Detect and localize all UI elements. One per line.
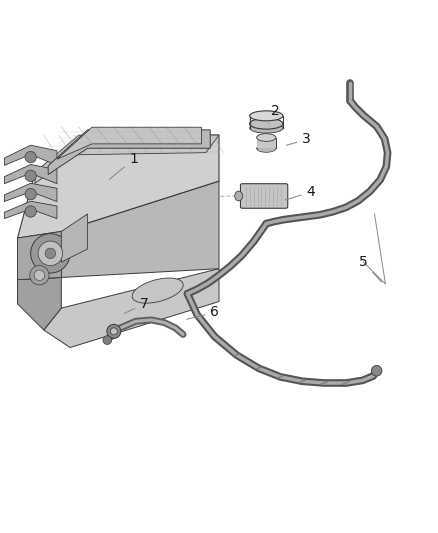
Text: 2: 2 bbox=[268, 104, 279, 124]
Circle shape bbox=[25, 188, 36, 200]
Ellipse shape bbox=[235, 191, 243, 201]
Ellipse shape bbox=[250, 118, 283, 129]
Text: 4: 4 bbox=[285, 185, 315, 200]
Ellipse shape bbox=[257, 134, 276, 141]
Circle shape bbox=[45, 248, 56, 259]
Polygon shape bbox=[61, 214, 88, 262]
Circle shape bbox=[25, 206, 36, 217]
Ellipse shape bbox=[250, 123, 283, 133]
FancyBboxPatch shape bbox=[257, 138, 276, 149]
Polygon shape bbox=[61, 181, 219, 278]
Polygon shape bbox=[35, 135, 219, 183]
Polygon shape bbox=[18, 231, 61, 280]
Text: 1: 1 bbox=[110, 152, 138, 179]
Polygon shape bbox=[4, 201, 57, 219]
Text: 5: 5 bbox=[359, 255, 381, 282]
Circle shape bbox=[38, 241, 63, 265]
Polygon shape bbox=[57, 127, 201, 159]
Circle shape bbox=[31, 233, 70, 273]
Ellipse shape bbox=[250, 111, 283, 121]
FancyBboxPatch shape bbox=[240, 184, 288, 208]
Text: 7: 7 bbox=[124, 297, 149, 313]
Circle shape bbox=[25, 170, 36, 182]
Circle shape bbox=[34, 270, 45, 280]
Ellipse shape bbox=[132, 278, 183, 303]
Text: 3: 3 bbox=[286, 133, 311, 147]
Circle shape bbox=[103, 336, 112, 344]
Polygon shape bbox=[18, 135, 219, 238]
Polygon shape bbox=[44, 269, 219, 348]
Polygon shape bbox=[18, 231, 61, 280]
Polygon shape bbox=[48, 130, 210, 174]
Circle shape bbox=[30, 265, 49, 285]
Polygon shape bbox=[18, 278, 61, 330]
Circle shape bbox=[107, 324, 121, 338]
Polygon shape bbox=[4, 183, 57, 201]
Polygon shape bbox=[4, 145, 57, 165]
Circle shape bbox=[25, 151, 36, 163]
Ellipse shape bbox=[257, 144, 276, 152]
Circle shape bbox=[371, 366, 382, 376]
Text: 6: 6 bbox=[187, 305, 219, 319]
Circle shape bbox=[110, 328, 117, 335]
Polygon shape bbox=[4, 165, 57, 184]
